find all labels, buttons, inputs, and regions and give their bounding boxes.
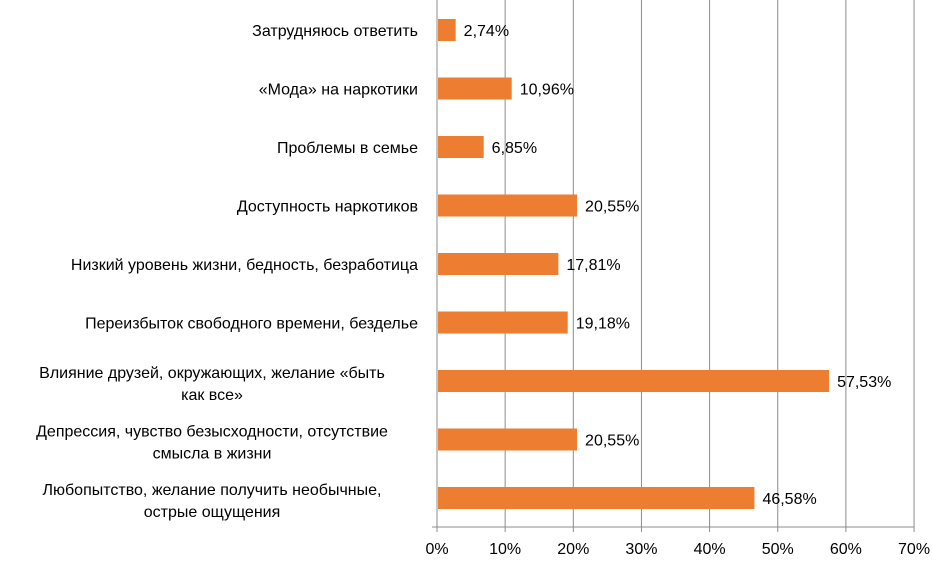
bar bbox=[438, 428, 578, 451]
category-label-line: как все» bbox=[181, 387, 243, 404]
category-label-line: острые ощущения bbox=[144, 504, 281, 521]
category-label: Доступность наркотиков bbox=[237, 199, 418, 216]
data-label: 2,74% bbox=[464, 23, 509, 40]
category-label-line: «Мода» на наркотики bbox=[259, 82, 418, 99]
category-label: Любопытство, желание получить необычные,… bbox=[43, 482, 382, 521]
category-label-line: Переизбыток свободного времени, безделье bbox=[85, 316, 418, 333]
data-label: 20,55% bbox=[585, 199, 639, 216]
x-tick-label: 50% bbox=[762, 541, 794, 558]
category-label: Низкий уровень жизни, бедность, безработ… bbox=[71, 257, 418, 274]
bar bbox=[438, 370, 830, 392]
category-label: Переизбыток свободного времени, безделье bbox=[85, 316, 418, 333]
x-tick-label: 40% bbox=[694, 541, 726, 558]
data-label: 10,96% bbox=[520, 82, 574, 99]
category-label-line: Затрудняюсь ответить bbox=[252, 23, 418, 40]
category-label-line: Любопытство, желание получить необычные, bbox=[43, 482, 382, 499]
data-label: 20,55% bbox=[585, 433, 639, 450]
bar bbox=[438, 19, 456, 41]
bar bbox=[438, 487, 755, 509]
x-tick-label: 60% bbox=[830, 541, 862, 558]
bar bbox=[438, 77, 512, 100]
data-label: 17,81% bbox=[566, 257, 620, 274]
data-label: 46,58% bbox=[762, 491, 816, 508]
x-tick-label: 10% bbox=[489, 541, 521, 558]
data-label: 19,18% bbox=[576, 316, 630, 333]
data-label: 57,53% bbox=[837, 374, 891, 391]
category-label-line: смысла в жизни bbox=[153, 446, 272, 463]
category-label-line: Влияние друзей, окружающих, желание «быт… bbox=[39, 365, 385, 382]
category-label: Влияние друзей, окружающих, желание «быт… bbox=[39, 365, 385, 404]
category-label-line: Низкий уровень жизни, бедность, безработ… bbox=[71, 257, 418, 274]
category-label: Проблемы в семье bbox=[277, 140, 418, 157]
category-label-line: Депрессия, чувство безысходности, отсутс… bbox=[36, 424, 388, 441]
category-label-line: Доступность наркотиков bbox=[237, 199, 418, 216]
bar bbox=[438, 136, 484, 158]
category-label: «Мода» на наркотики bbox=[259, 82, 418, 99]
x-tick-label: 30% bbox=[625, 541, 657, 558]
category-label: Затрудняюсь ответить bbox=[252, 23, 418, 40]
category-label-line: Проблемы в семье bbox=[277, 140, 418, 157]
x-tick-label: 0% bbox=[425, 541, 448, 558]
x-tick-label: 70% bbox=[898, 541, 930, 558]
bar bbox=[438, 253, 559, 275]
x-tick-label: 20% bbox=[557, 541, 589, 558]
data-label: 6,85% bbox=[492, 140, 537, 157]
bar bbox=[438, 194, 578, 217]
category-label: Депрессия, чувство безысходности, отсутс… bbox=[36, 424, 388, 463]
bar bbox=[438, 311, 568, 334]
